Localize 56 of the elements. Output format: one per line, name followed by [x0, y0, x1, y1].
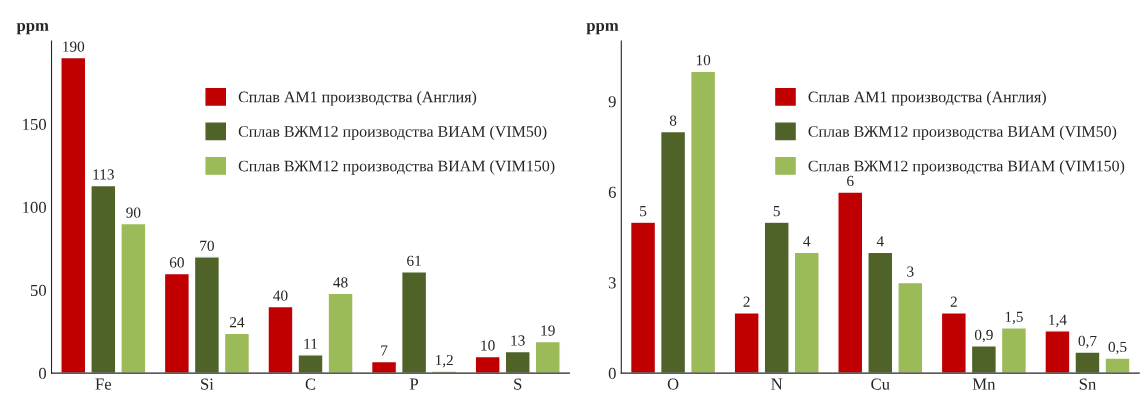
data-label: 2: [743, 296, 750, 307]
data-label: 113: [93, 169, 114, 180]
data-label: 4: [876, 236, 884, 247]
legend-label: Сплав ВЖМ12 производства ВИАМ (VIM150): [238, 160, 555, 175]
data-label: 13: [511, 335, 525, 346]
data-label: 0,7: [1078, 335, 1097, 349]
data-label: 10: [481, 340, 495, 351]
x-tick-label: S: [514, 378, 522, 390]
x-tick-label: P: [409, 378, 419, 390]
data-label: 190: [63, 41, 85, 52]
y-tick-label: 150: [23, 118, 47, 130]
x-tick-label: Cu: [871, 378, 890, 390]
x-tick-label: Sn: [1079, 378, 1097, 390]
y-tick-label: 9: [608, 96, 616, 108]
y-axis-title: ppm: [586, 22, 619, 35]
data-label: 10: [696, 55, 711, 66]
y-tick-label: 50: [30, 284, 47, 297]
x-tick-label: Fe: [95, 378, 112, 390]
legend-label: Сплав АМ1 производства (Англия): [808, 91, 1046, 106]
data-label: 5: [773, 206, 780, 217]
y-tick-label: 0: [608, 367, 616, 380]
data-label: 61: [407, 255, 421, 266]
data-label: 0,5: [1108, 341, 1127, 355]
data-label: 48: [333, 277, 348, 288]
y-tick-label: 0: [38, 367, 47, 380]
data-label: 6: [847, 175, 854, 187]
legend-label: Сплав ВЖМ12 производства ВИАМ (VIM150): [808, 160, 1125, 175]
data-label: 1,5: [1005, 311, 1023, 325]
y-tick-label: 3: [608, 277, 616, 289]
data-label: 19: [541, 325, 555, 336]
x-tick-label: Mn: [972, 378, 996, 390]
data-label: 70: [200, 240, 214, 251]
data-label: 4: [803, 236, 811, 247]
y-axis-title: ppm: [16, 22, 49, 35]
y-tick-label: 100: [23, 201, 47, 213]
x-tick-label: C: [305, 378, 316, 390]
legend-label: Сплав АМ1 производства (Англия): [238, 91, 477, 106]
data-label: 8: [669, 115, 677, 126]
y-tick-label: 6: [608, 186, 616, 198]
legend-label: Сплав ВЖМ12 производства ВИАМ (VIM50): [808, 125, 1117, 141]
data-label: 1,2: [435, 354, 453, 368]
data-label: 24: [229, 317, 245, 328]
data-label: 11: [304, 338, 317, 349]
data-label: 90: [126, 207, 141, 218]
data-label: 7: [381, 345, 388, 356]
data-label: 0,9: [974, 329, 993, 343]
data-label: 5: [640, 206, 647, 217]
data-label: 40: [273, 290, 288, 301]
data-label: 3: [907, 266, 914, 277]
legend-label: Сплав ВЖМ12 производства ВИАМ (VIM50): [238, 125, 547, 141]
x-tick-label: N: [771, 378, 783, 390]
data-label: 2: [950, 296, 957, 307]
x-tick-label: Si: [201, 378, 214, 390]
data-label: 60: [169, 257, 184, 268]
data-label: 1,4: [1049, 314, 1067, 328]
x-tick-label: O: [667, 378, 679, 390]
